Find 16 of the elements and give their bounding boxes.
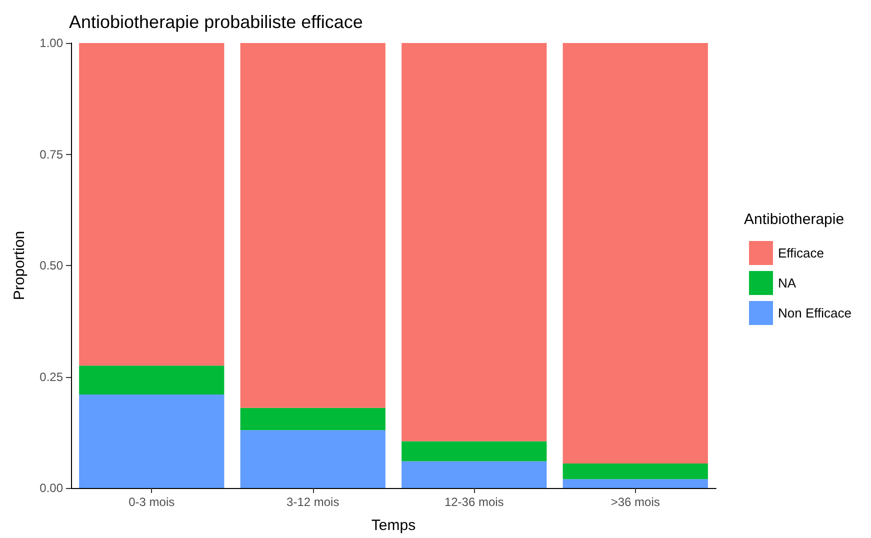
legend-label: Efficace (778, 246, 824, 260)
x-tick-label: >36 mois (610, 495, 660, 509)
x-tick-label: 3-12 mois (286, 495, 340, 509)
y-tick-label: 0.50 (40, 258, 64, 272)
x-tick-label: 0-3 mois (128, 495, 175, 509)
legend-title: Antibiotherapie (744, 211, 844, 228)
legend-label: NA (778, 276, 796, 290)
chart-title: Antiobiotherapie probabiliste efficace (69, 12, 363, 32)
y-tick-label: 0.75 (40, 147, 64, 162)
y-tick-label: 0.25 (40, 370, 64, 384)
legend-label: Non Efficace (778, 306, 852, 320)
y-tick-label: 0.00 (40, 481, 64, 495)
y-axis-title: Proportion (11, 230, 28, 300)
x-tick-label: 12-36 mois (444, 495, 504, 509)
y-tick-label: 1.00 (40, 36, 64, 50)
x-axis-title: Temps (371, 517, 416, 534)
